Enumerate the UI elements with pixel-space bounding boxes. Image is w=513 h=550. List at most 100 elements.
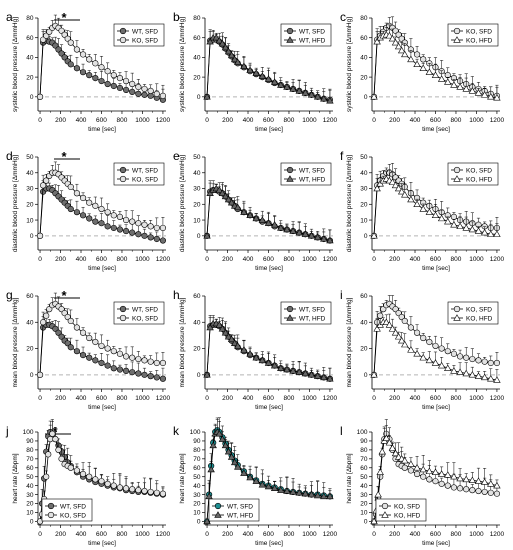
series-ko-sfd — [36, 14, 167, 100]
data-point — [487, 93, 495, 100]
data-point — [289, 488, 297, 495]
data-point — [206, 323, 214, 331]
y-axis-label: diastolic blood pressure [ΔmmHg] — [12, 155, 19, 252]
data-point — [246, 349, 254, 357]
data-point — [374, 490, 382, 498]
data-point — [258, 480, 267, 488]
series-wt-hfd — [203, 31, 334, 104]
panel-l: 0 200 400 600 800 1000 1200 0 10 20 30 40 50 60 70 80 90… — [340, 419, 505, 547]
data-point — [67, 464, 74, 471]
data-point — [283, 225, 291, 233]
data-point — [104, 345, 111, 352]
data-point — [92, 74, 99, 82]
y-tick-label: 20 — [360, 501, 368, 508]
x-axis-label: time [sec] — [88, 265, 116, 272]
data-point — [450, 213, 458, 220]
legend-label: KO, HFD — [466, 315, 493, 322]
x-tick-label: 400 — [243, 117, 254, 124]
data-point — [301, 89, 310, 96]
data-point — [493, 376, 501, 383]
y-tick-label: 10 — [193, 510, 201, 517]
data-point — [215, 429, 224, 437]
data-point — [438, 480, 445, 487]
y-tick-label: 40 — [360, 55, 368, 62]
legend-marker — [119, 175, 127, 183]
data-point — [378, 447, 386, 455]
y-tick-label: 20 — [26, 501, 34, 508]
data-point — [79, 470, 87, 478]
x-tick-label: 0 — [372, 395, 376, 402]
data-point — [493, 230, 501, 237]
y-tick-label: 30 — [26, 186, 34, 193]
legend-label: WT, HFD — [227, 512, 254, 519]
data-point — [382, 434, 391, 441]
data-point — [246, 211, 254, 219]
data-point — [437, 470, 446, 477]
x-tick-label: 0 — [38, 256, 42, 263]
data-point — [295, 87, 303, 94]
y-tick-label: 40 — [360, 483, 368, 490]
data-point — [474, 227, 483, 234]
legend: KO, SFD KO, HFD — [447, 301, 499, 325]
series-wt-sfd — [36, 178, 167, 244]
data-point — [122, 86, 130, 94]
data-point — [397, 336, 406, 344]
x-tick-label: 600 — [263, 117, 274, 124]
data-point — [224, 47, 233, 55]
data-point — [104, 209, 111, 216]
y-tick-label: 60 — [26, 465, 34, 472]
y-tick-label: 40 — [193, 55, 201, 62]
legend-marker — [381, 511, 389, 518]
data-point — [153, 224, 160, 232]
x-tick-label: 800 — [117, 395, 128, 402]
data-point — [116, 350, 124, 357]
y-tick-label: 60 — [26, 35, 34, 42]
data-point — [129, 486, 136, 493]
data-point — [67, 344, 74, 351]
x-tick-label: 800 — [284, 395, 295, 402]
data-point — [326, 492, 334, 500]
data-point — [234, 203, 242, 211]
data-point — [295, 228, 303, 236]
x-tick-label: 200 — [55, 531, 66, 538]
data-point — [92, 202, 99, 209]
x-tick-label: 1000 — [135, 395, 150, 402]
data-point — [401, 456, 409, 464]
legend-label: WT, SFD — [227, 503, 253, 510]
data-point — [450, 472, 458, 480]
y-tick-label: 30 — [26, 492, 34, 499]
data-point — [79, 69, 87, 76]
panel-letter: k — [173, 424, 180, 438]
data-point — [481, 358, 488, 365]
legend-box — [447, 23, 499, 47]
legend-label: KO, SFD — [132, 315, 158, 322]
legend-marker — [286, 175, 294, 182]
data-point — [401, 50, 409, 58]
data-point — [206, 189, 214, 196]
data-point — [212, 33, 220, 41]
y-tick-label: 70 — [26, 456, 34, 463]
data-point — [264, 75, 273, 82]
legend: WT, SFD KO, SFD — [113, 23, 165, 47]
x-tick-label: 1200 — [156, 117, 171, 124]
x-tick-label: 800 — [284, 256, 295, 263]
y-tick-label: 80 — [360, 447, 368, 454]
legend-label: KO, HFD — [466, 37, 493, 44]
data-point — [47, 436, 54, 443]
y-tick-label: 60 — [360, 293, 368, 300]
data-point — [382, 318, 391, 325]
data-point — [92, 60, 99, 67]
data-point — [474, 372, 483, 379]
legend: KO, SFD KO, HFD — [447, 162, 499, 186]
y-tick-label: 40 — [360, 170, 368, 177]
x-tick-label: 1000 — [469, 531, 484, 538]
data-point — [413, 349, 421, 357]
panel-letter: c — [340, 10, 346, 24]
x-tick-label: 800 — [117, 117, 128, 124]
x-tick-label: 600 — [96, 117, 107, 124]
x-tick-label: 400 — [76, 395, 87, 402]
y-tick-label: 60 — [193, 465, 201, 472]
data-point — [370, 371, 378, 378]
x-tick-label: 600 — [430, 531, 441, 538]
y-tick-label: 20 — [26, 201, 34, 208]
